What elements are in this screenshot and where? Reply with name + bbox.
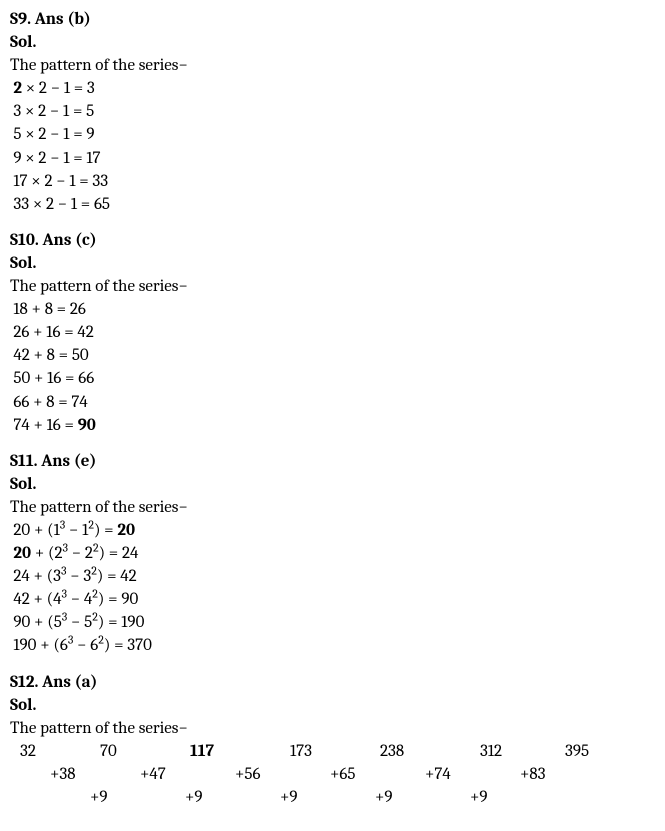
sequence-value: +47 <box>140 764 166 786</box>
sequence-value: +74 <box>425 764 451 786</box>
sequence-value: +9 <box>470 787 488 809</box>
sequence-value: +9 <box>90 787 108 809</box>
s10-step: 18 + 8 = 26 <box>10 299 655 321</box>
s12-sequence-row-3: +9 +9 +9 +9 +9 <box>10 787 655 809</box>
solution-s10: S10. Ans (c) Sol. The pattern of the ser… <box>10 230 655 437</box>
s11-sol: Sol. <box>10 474 655 496</box>
s10-sol: Sol. <box>10 253 655 275</box>
s12-header: S12. Ans (a) <box>10 672 655 694</box>
s12-pattern-label: The pattern of the series− <box>10 718 655 740</box>
s12-sol: Sol. <box>10 695 655 717</box>
s11-step: 20 + (23 − 22) = 24 <box>10 543 655 565</box>
solution-s12: S12. Ans (a) Sol. The pattern of the ser… <box>10 672 655 809</box>
s10-step: 50 + 16 = 66 <box>10 368 655 390</box>
sequence-value: 70 <box>100 741 117 763</box>
s10-step: 74 + 16 = 90 <box>10 415 655 437</box>
s11-header: S11. Ans (e) <box>10 451 655 473</box>
sequence-value: 117 <box>190 741 214 763</box>
s9-step: 3 × 2 − 1 = 5 <box>10 101 655 123</box>
s12-sequence-row-1: 32 70 117 173 238 312 395 <box>10 741 655 763</box>
s11-step: 42 + (43 − 42) = 90 <box>10 589 655 611</box>
s9-step: 9 × 2 − 1 = 17 <box>10 148 655 170</box>
s11-step: 20 + (13 − 12) = 20 <box>10 520 655 542</box>
s11-pattern-label: The pattern of the series− <box>10 497 655 519</box>
solution-s11: S11. Ans (e) Sol. The pattern of the ser… <box>10 451 655 658</box>
sequence-value: 238 <box>380 741 404 763</box>
s12-sequence-row-2: +38 +47 +56 +65 +74 +83 <box>10 764 655 786</box>
sequence-value: +9 <box>280 787 298 809</box>
s9-sol: Sol. <box>10 32 655 54</box>
sequence-value: 395 <box>565 741 589 763</box>
sequence-value: +65 <box>330 764 355 786</box>
s9-step: 17 × 2 − 1 = 33 <box>10 171 655 193</box>
sequence-value: +56 <box>235 764 260 786</box>
s10-pattern-label: The pattern of the series− <box>10 276 655 298</box>
sequence-value: 173 <box>290 741 312 763</box>
sequence-value: 32 <box>20 741 36 763</box>
sequence-value: +83 <box>520 764 546 786</box>
s10-step: 26 + 16 = 42 <box>10 322 655 344</box>
sequence-value: 312 <box>480 741 502 763</box>
s9-step: 5 × 2 − 1 = 9 <box>10 124 655 146</box>
s9-step: 2 × 2 − 1 = 3 <box>10 78 655 100</box>
s11-step: 90 + (53 − 52) = 190 <box>10 612 655 634</box>
sequence-value: +9 <box>375 787 393 809</box>
s9-pattern-label: The pattern of the series− <box>10 55 655 77</box>
s9-header: S9. Ans (b) <box>10 9 655 31</box>
s11-step: 24 + (33 − 32) = 42 <box>10 566 655 588</box>
s10-step: 42 + 8 = 50 <box>10 345 655 367</box>
sequence-value: +9 <box>185 787 203 809</box>
s10-step: 66 + 8 = 74 <box>10 392 655 414</box>
sequence-value: +38 <box>50 764 76 786</box>
s10-header: S10. Ans (c) <box>10 230 655 252</box>
solution-s9: S9. Ans (b) Sol. The pattern of the seri… <box>10 9 655 216</box>
s9-step: 33 × 2 − 1 = 65 <box>10 194 655 216</box>
s11-step: 190 + (63 − 62) = 370 <box>10 635 655 657</box>
